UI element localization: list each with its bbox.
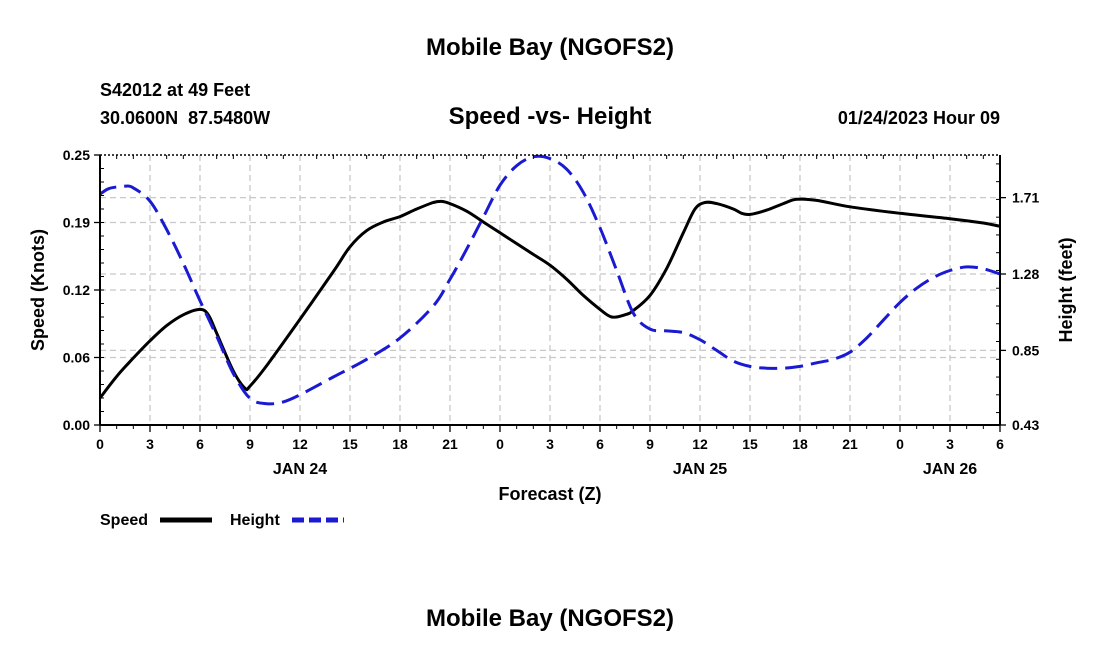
coordinates-label: 30.0600N 87.5480W — [100, 108, 270, 128]
y2-axis-label: Height (feet) — [1056, 238, 1076, 343]
y2-tick-label: 0.43 — [1012, 417, 1039, 433]
legend-label-speed: Speed — [100, 512, 148, 529]
chart-title: Speed -vs- Height — [449, 103, 652, 130]
x-tick-label: 18 — [792, 436, 808, 452]
x-tick-label: 15 — [342, 436, 358, 452]
x-tick-label: 18 — [392, 436, 408, 452]
x-tick-label: 0 — [496, 436, 504, 452]
x-tick-label: 15 — [742, 436, 758, 452]
x-tick-label: 21 — [842, 436, 858, 452]
legend-label-height: Height — [230, 512, 280, 529]
series-layer — [98, 154, 1001, 406]
x-tick-label: 12 — [692, 436, 708, 452]
y-tick-label: 0.25 — [63, 147, 90, 163]
date-label: JAN 24 — [273, 461, 327, 478]
x-tick-label: 0 — [896, 436, 904, 452]
x-tick-label: 12 — [292, 436, 308, 452]
legend: Speed Height — [100, 512, 344, 529]
x-tick-label: 9 — [646, 436, 654, 452]
x-tick-label: 3 — [146, 436, 154, 452]
grid-lines — [100, 155, 1000, 425]
x-tick-label: 0 — [96, 436, 104, 452]
date-label: JAN 25 — [673, 461, 727, 478]
y2-tick-label: 1.71 — [1012, 190, 1039, 206]
page-title: Mobile Bay (NGOFS2) — [426, 34, 674, 61]
y-tick-label: 0.12 — [63, 282, 90, 298]
series-line-height — [99, 154, 1001, 406]
forecast-date-label: 01/24/2023 Hour 09 — [838, 108, 1000, 128]
y-tick-label: 0.00 — [63, 417, 90, 433]
y2-tick-label: 1.28 — [1012, 266, 1039, 282]
x-tick-label: 21 — [442, 436, 458, 452]
x-tick-label: 6 — [196, 436, 204, 452]
date-label: JAN 26 — [923, 461, 977, 478]
x-axis-label: Forecast (Z) — [498, 484, 601, 504]
x-tick-label: 3 — [946, 436, 954, 452]
x-tick-label: 3 — [546, 436, 554, 452]
y-tick-label: 0.06 — [63, 350, 90, 366]
y2-tick-label: 0.85 — [1012, 342, 1039, 358]
y-tick-label: 0.19 — [63, 215, 90, 231]
x-tick-label: 6 — [596, 436, 604, 452]
x-tick-label: 6 — [996, 436, 1004, 452]
tick-layer: 0 3 6 9 12 15 18 21 0 3 6 9 12 15 18 21 0 3 6 JAN 24 JAN 25 J… — [63, 147, 1040, 478]
station-label: S42012 at 49 Feet — [100, 80, 250, 100]
x-tick-label: 9 — [246, 436, 254, 452]
y-axis-label: Speed (Knots) — [28, 229, 48, 351]
footer-title: Mobile Bay (NGOFS2) — [426, 605, 674, 632]
